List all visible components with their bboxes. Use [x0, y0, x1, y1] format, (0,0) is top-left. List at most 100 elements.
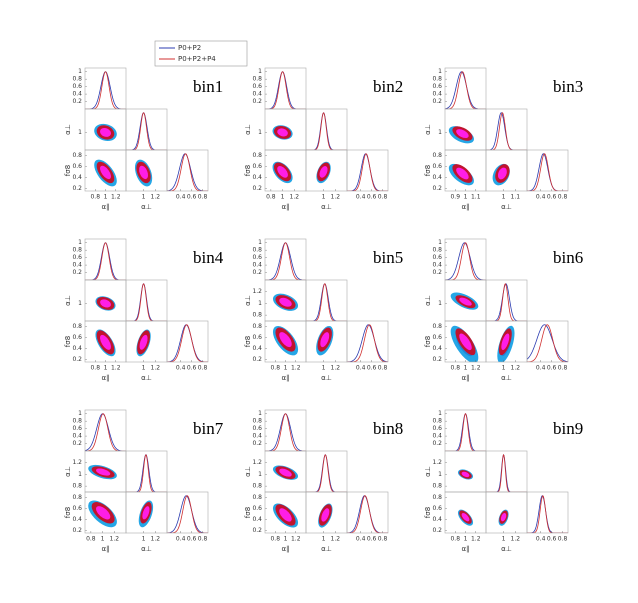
density-curve	[167, 153, 208, 191]
y-tick-label: 0.8	[72, 76, 82, 83]
y-tick-label: 1	[258, 300, 262, 307]
y-tick-label: 0.4	[72, 345, 82, 352]
panel	[126, 283, 167, 321]
x-tick-label: 0.8	[270, 536, 280, 543]
y-tick-label: 0.2	[432, 185, 442, 192]
legend-label: P0+P2	[178, 44, 201, 52]
x-axis-label: α∥	[281, 203, 289, 211]
contour	[142, 506, 150, 520]
panel-frame	[444, 67, 487, 110]
density-curve	[347, 153, 388, 191]
panel	[272, 125, 293, 140]
x-axis-label: α⊥	[321, 545, 332, 553]
panel	[126, 454, 167, 492]
x-tick-label: 0.8	[86, 536, 96, 543]
y-tick-label: 1	[438, 471, 442, 478]
y-axis-label: fσ8	[244, 165, 252, 176]
contour	[279, 297, 292, 307]
y-tick-label: 0.6	[432, 425, 442, 432]
chart-title: bin5	[373, 248, 403, 267]
y-axis-label: fσ8	[64, 507, 72, 518]
x-tick-label: 0.6	[187, 194, 197, 201]
x-tick-label: 0.6	[547, 365, 557, 372]
panel	[126, 112, 167, 150]
panel	[486, 453, 527, 492]
y-tick-label: 0.2	[72, 185, 82, 192]
panel	[85, 71, 126, 109]
chart-title: bin2	[373, 77, 403, 96]
y-tick-label: 1.2	[432, 459, 442, 466]
y-tick-label: 0.2	[432, 527, 442, 534]
y-axis-label: α⊥	[424, 295, 432, 306]
y-tick-label: 0.4	[72, 174, 82, 181]
y-tick-label: 0.2	[252, 98, 262, 105]
panel	[134, 159, 153, 187]
y-tick-label: 0.6	[72, 254, 82, 261]
legend-box	[154, 40, 248, 67]
panel	[167, 153, 208, 191]
y-tick-label: 0.4	[252, 516, 262, 523]
y-tick-label: 0.4	[252, 91, 262, 98]
panel	[347, 324, 388, 362]
density-curve	[126, 283, 167, 321]
x-axis-label: α∥	[461, 374, 469, 382]
panel	[457, 509, 474, 526]
y-axis-label: fσ8	[64, 165, 72, 176]
density-curve	[306, 283, 347, 321]
x-tick-label: 1	[502, 194, 506, 201]
contour	[456, 129, 469, 139]
panel-frame	[526, 149, 569, 192]
y-tick-label: 0.6	[252, 83, 262, 90]
x-tick-label: 1.2	[151, 536, 161, 543]
y-tick-label: 1	[258, 129, 262, 136]
panel	[306, 283, 347, 321]
panel-frame	[166, 149, 209, 192]
y-tick-label: 0.8	[432, 418, 442, 425]
x-tick-label: 1	[104, 194, 108, 201]
panel-frame	[444, 409, 487, 452]
panel	[527, 495, 568, 533]
panel	[167, 324, 208, 362]
y-tick-label: 0.8	[252, 312, 262, 319]
density-curve	[126, 112, 167, 150]
y-tick-label: 0.6	[432, 163, 442, 170]
x-tick-label: 0.8	[198, 194, 208, 201]
y-axis-label: fσ8	[244, 507, 252, 518]
y-tick-label: 0.8	[252, 247, 262, 254]
y-tick-label: 0.8	[252, 76, 262, 83]
density-curve	[445, 242, 486, 280]
y-axis-label: α⊥	[244, 124, 252, 135]
y-tick-label: 0.8	[252, 483, 262, 490]
contour	[497, 167, 507, 180]
y-tick-label: 1	[438, 129, 442, 136]
density-curve	[347, 495, 388, 533]
x-tick-label: 1.2	[291, 365, 301, 372]
x-tick-label: 1.2	[111, 194, 121, 201]
y-tick-label: 0.6	[252, 334, 262, 341]
panel	[85, 242, 126, 280]
x-tick-label: 1	[464, 194, 468, 201]
y-tick-label: 1	[258, 68, 262, 75]
y-tick-label: 0.2	[252, 356, 262, 363]
panel	[94, 159, 117, 187]
y-tick-label: 0.8	[432, 483, 442, 490]
x-axis-label: α∥	[281, 374, 289, 382]
x-tick-label: 1	[142, 194, 146, 201]
y-tick-label: 0.4	[252, 174, 262, 181]
x-tick-label: 0.9	[450, 194, 460, 201]
x-tick-label: 0.8	[198, 536, 208, 543]
contour	[501, 333, 510, 351]
y-tick-label: 0.2	[252, 185, 262, 192]
panel	[527, 324, 568, 362]
x-axis-label: α∥	[461, 545, 469, 553]
x-tick-label: 0.6	[367, 365, 377, 372]
x-axis-label: α∥	[461, 203, 469, 211]
panel	[272, 325, 299, 356]
chart-title: bin9	[553, 419, 583, 438]
x-axis-label: α∥	[101, 203, 109, 211]
x-tick-label: 0.8	[378, 536, 388, 543]
x-tick-label: 1	[142, 365, 146, 372]
y-tick-label: 1	[258, 239, 262, 246]
y-tick-label: 0.2	[252, 527, 262, 534]
density-curve	[265, 242, 306, 280]
